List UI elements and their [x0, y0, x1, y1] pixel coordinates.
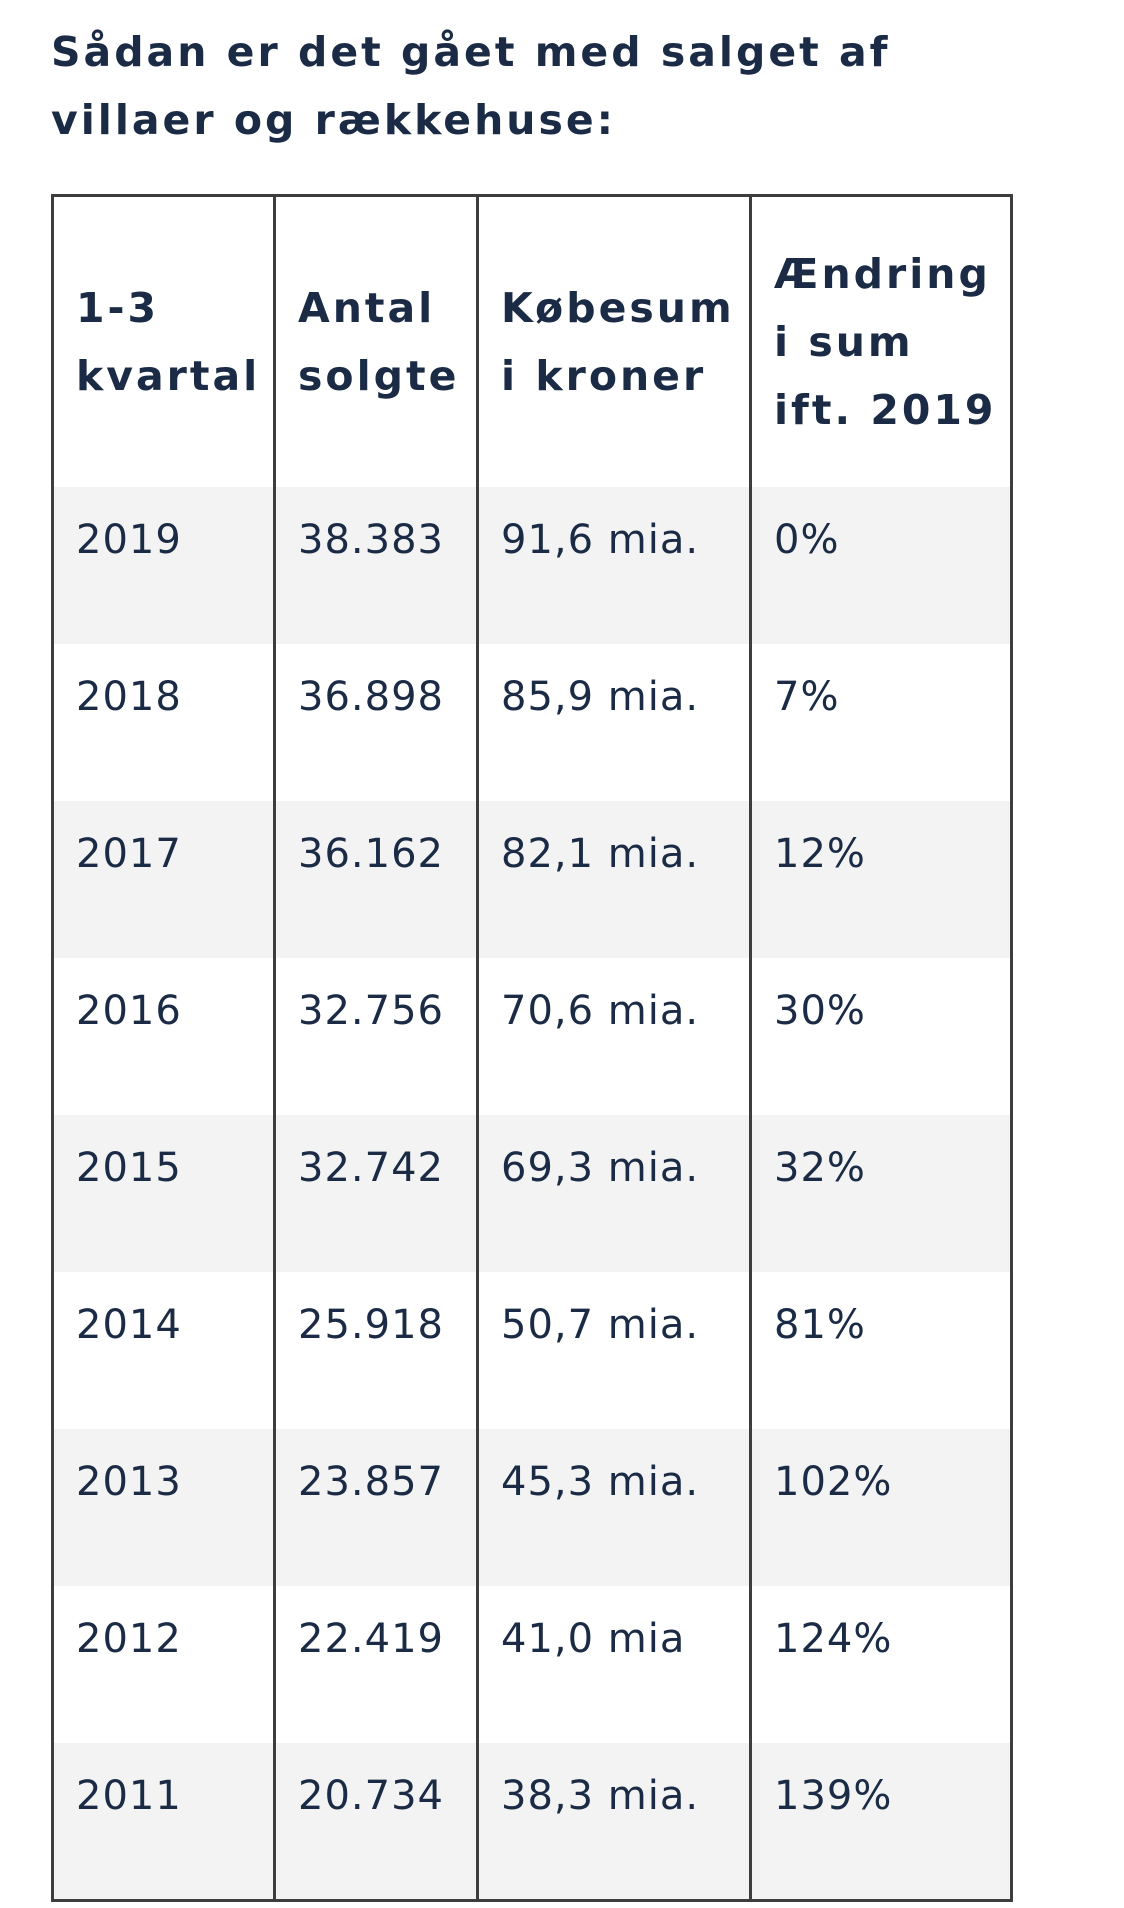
header-count-sold: Antal solgte	[273, 194, 479, 487]
cell-count: 32.742	[273, 1114, 479, 1273]
cell-sum: 41,0 mia	[476, 1586, 752, 1744]
page-title: Sådan er det gået med salget af villaer …	[51, 18, 1051, 154]
header-label: 1-3	[76, 283, 160, 332]
cell-count: 36.162	[273, 800, 479, 958]
cell-year: 2012	[51, 1586, 276, 1744]
cell-year: 2019	[51, 486, 276, 644]
cell-change: 124%	[749, 1586, 1013, 1744]
cell-year: 2018	[51, 643, 276, 801]
cell-change: 139%	[749, 1743, 1013, 1903]
cell-year: 2015	[51, 1114, 276, 1273]
cell-year: 2013	[51, 1429, 276, 1587]
table-row: 2013 23.857 45,3 mia. 102%	[51, 1429, 1013, 1587]
cell-year: 2017	[51, 800, 276, 958]
header-label: solgte	[298, 351, 460, 400]
header-purchase-sum: Købesum i kroner	[476, 194, 752, 487]
cell-change: 81%	[749, 1272, 1013, 1430]
title-line: villaer og rækkehuse:	[51, 96, 617, 144]
header-change: Ændring i sum ift. 2019	[749, 194, 1013, 487]
cell-sum: 69,3 mia.	[476, 1114, 752, 1273]
cell-year: 2016	[51, 957, 276, 1115]
cell-change: 0%	[749, 486, 1013, 644]
table-row: 2015 32.742 69,3 mia. 32%	[51, 1114, 1013, 1273]
cell-count: 25.918	[273, 1272, 479, 1430]
header-label: ift. 2019	[774, 385, 997, 434]
header-label: Ændring	[774, 249, 991, 298]
cell-sum: 85,9 mia.	[476, 643, 752, 801]
cell-sum: 45,3 mia.	[476, 1429, 752, 1587]
table-row: 2017 36.162 82,1 mia. 12%	[51, 800, 1013, 958]
cell-sum: 70,6 mia.	[476, 957, 752, 1115]
cell-count: 32.756	[273, 957, 479, 1115]
table-row: 2016 32.756 70,6 mia. 30%	[51, 957, 1013, 1115]
header-label: Antal	[298, 283, 436, 332]
header-label: Købesum	[501, 283, 735, 332]
cell-year: 2014	[51, 1272, 276, 1430]
cell-count: 22.419	[273, 1586, 479, 1744]
cell-sum: 38,3 mia.	[476, 1743, 752, 1903]
cell-change: 12%	[749, 800, 1013, 958]
table-row: 2019 38.383 91,6 mia. 0%	[51, 486, 1013, 644]
sales-table: 1-3 kvartal Antal solgte Købesum i krone…	[51, 194, 1013, 1903]
table-row: 2012 22.419 41,0 mia 124%	[51, 1586, 1013, 1744]
cell-change: 7%	[749, 643, 1013, 801]
header-label: i kroner	[501, 351, 707, 400]
table-header-row: 1-3 kvartal Antal solgte Købesum i krone…	[51, 194, 1013, 487]
cell-change: 32%	[749, 1114, 1013, 1273]
header-label: kvartal	[76, 351, 261, 400]
cell-year: 2011	[51, 1743, 276, 1903]
cell-sum: 82,1 mia.	[476, 800, 752, 958]
table-body: 2019 38.383 91,6 mia. 0% 2018 36.898 85,…	[51, 486, 1013, 1903]
cell-change: 30%	[749, 957, 1013, 1115]
header-quarter: 1-3 kvartal	[51, 194, 276, 487]
header-label: i sum	[774, 317, 914, 366]
title-line: Sådan er det gået med salget af	[51, 28, 891, 76]
cell-count: 38.383	[273, 486, 479, 644]
cell-sum: 91,6 mia.	[476, 486, 752, 644]
cell-change: 102%	[749, 1429, 1013, 1587]
cell-count: 23.857	[273, 1429, 479, 1587]
table-row: 2014 25.918 50,7 mia. 81%	[51, 1272, 1013, 1430]
cell-count: 36.898	[273, 643, 479, 801]
table-row: 2011 20.734 38,3 mia. 139%	[51, 1743, 1013, 1903]
table-row: 2018 36.898 85,9 mia. 7%	[51, 643, 1013, 801]
cell-count: 20.734	[273, 1743, 479, 1903]
cell-sum: 50,7 mia.	[476, 1272, 752, 1430]
